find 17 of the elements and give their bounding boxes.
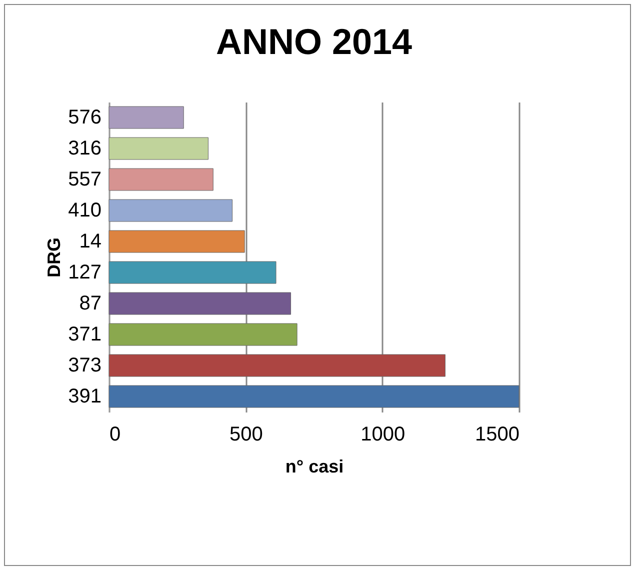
y-axis-title: DRG <box>44 238 64 278</box>
y-tick-label: 316 <box>68 138 102 160</box>
y-tick-label: 87 <box>79 292 102 314</box>
y-tick-label: 557 <box>68 168 102 190</box>
x-axis-title: n° casi <box>285 456 344 476</box>
x-tick-label: 1000 <box>360 424 406 446</box>
y-tick-label: 373 <box>68 354 102 376</box>
x-tick-label: 1500 <box>475 424 520 446</box>
x-tick-label: 500 <box>229 424 263 446</box>
y-tick-label: 576 <box>68 106 102 128</box>
x-tick-label: 0 <box>110 424 121 446</box>
y-tick-label: 127 <box>68 262 102 284</box>
y-tick-label: 410 <box>68 200 102 222</box>
y-tick-label: 371 <box>68 324 102 346</box>
y-tick-label: 14 <box>79 230 102 252</box>
y-tick-label: 391 <box>68 386 102 408</box>
chart-title: ANNO 2014 <box>216 21 412 62</box>
